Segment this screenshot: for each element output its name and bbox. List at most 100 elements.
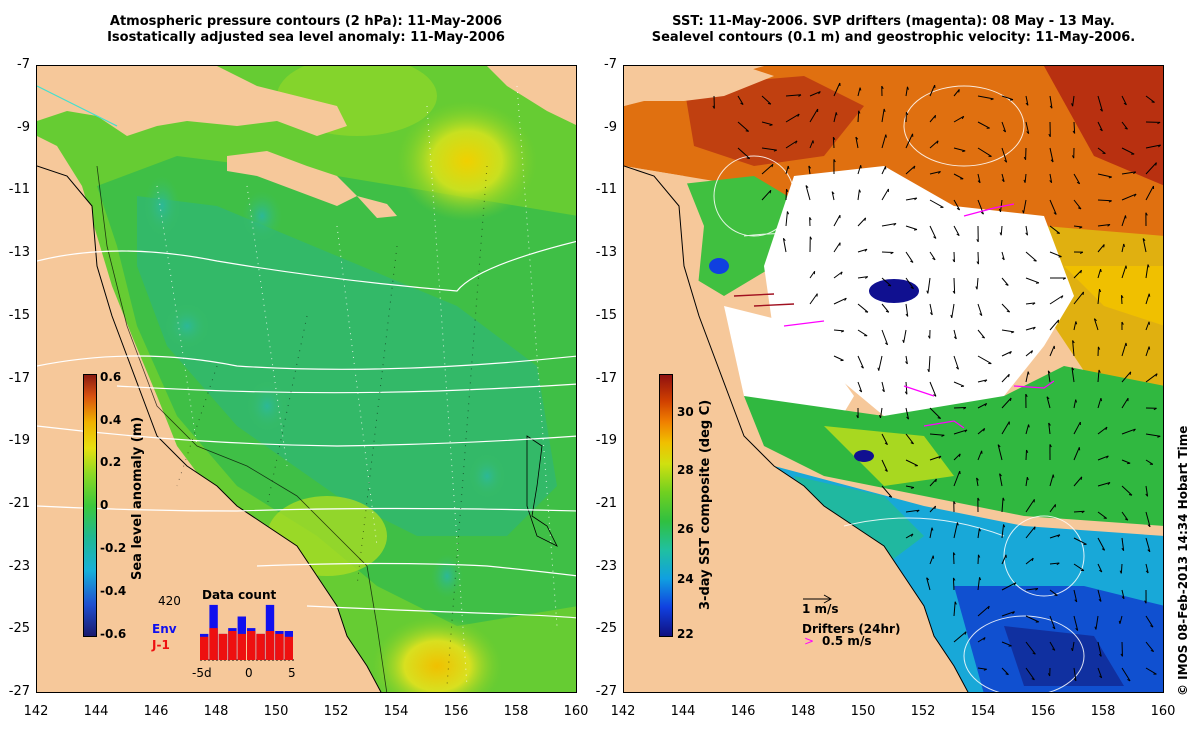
velocity-vector [1001, 421, 1010, 435]
velocity-vector [1046, 396, 1051, 409]
velocity-vector-head [905, 313, 909, 317]
right-ytick: -13 [595, 245, 617, 260]
velocity-vector [761, 121, 773, 126]
velocity-vector-head [881, 85, 884, 89]
velocity-vector-head [906, 416, 909, 420]
velocity-vector [857, 189, 860, 201]
velocity-vector [761, 147, 777, 151]
velocity-vector [878, 355, 883, 371]
left-ytick: -13 [8, 245, 30, 260]
velocity-vector-head [978, 528, 981, 532]
histogram-j1-bar [256, 633, 265, 660]
velocity-vector-head [910, 260, 914, 263]
velocity-vector-head [1008, 374, 1010, 378]
velocity-vector [1001, 329, 1015, 333]
velocity-vector [953, 355, 959, 370]
velocity-vector-head [904, 391, 908, 395]
velocity-vector [1001, 121, 1007, 133]
velocity-vector-head [1031, 557, 1034, 562]
left-ytick: -15 [8, 308, 30, 323]
velocity-vector-head [1157, 121, 1161, 125]
velocity-vector-head [1108, 176, 1112, 179]
velocity-vector-head [1002, 497, 1005, 501]
velocity-vector [785, 165, 789, 175]
right-title-line2: Sealevel contours (0.1 m) and geostrophi… [651, 30, 1136, 45]
velocity-vector [809, 91, 821, 97]
velocity-vector-head [879, 414, 881, 419]
data-count-env-label: Env [152, 622, 177, 636]
velocity-vector-head [956, 233, 960, 237]
velocity-vector-head [1074, 599, 1078, 603]
velocity-vector [1049, 251, 1062, 258]
velocity-vector [737, 121, 749, 132]
velocity-vector [977, 329, 986, 339]
right-ytick: -19 [595, 433, 617, 448]
velocity-vector [929, 455, 942, 461]
right-xtick: 150 [850, 704, 876, 719]
sst-colorbar-tick: 28 [677, 463, 694, 477]
velocity-vector-head [987, 606, 990, 610]
velocity-vector [977, 121, 990, 129]
velocity-vector-head [860, 365, 864, 369]
velocity-vector-head [1002, 129, 1006, 133]
velocity-vector [1145, 162, 1157, 175]
velocity-vector [881, 381, 885, 392]
velocity-vector [1145, 264, 1149, 279]
velocity-vector [1025, 526, 1036, 539]
velocity-vector-head [916, 509, 920, 513]
histogram-j1-bar [200, 636, 209, 660]
velocity-vector [857, 355, 864, 369]
velocity-vector-head [1025, 393, 1028, 398]
velocity-vector [1121, 243, 1125, 253]
velocity-vector-head [1001, 257, 1005, 261]
sst-colorbar-tick: 24 [677, 572, 694, 586]
velocity-vector-head [1049, 444, 1052, 448]
velocity-vector-head [964, 631, 967, 635]
velocity-vector-head [1025, 102, 1029, 106]
left-xtick: 152 [323, 704, 349, 719]
data-count-max: 420 [158, 594, 181, 608]
velocity-vector-head [1026, 449, 1029, 453]
velocity-vector [1025, 371, 1029, 383]
velocity-vector [833, 297, 847, 305]
velocity-vector-head [1005, 673, 1009, 676]
velocity-vector [1048, 422, 1051, 435]
velocity-vector-head [1094, 626, 1097, 630]
right-ytick: -21 [595, 496, 617, 511]
velocity-vector-head [913, 229, 918, 231]
velocity-vector-head [805, 185, 809, 189]
velocity-vector-head [983, 428, 986, 432]
velocity-vector-head [1100, 398, 1103, 402]
velocity-vector [1073, 173, 1081, 185]
velocity-vector [1121, 147, 1135, 155]
velocity-vector [1025, 277, 1040, 284]
right-xtick: 144 [670, 704, 696, 719]
velocity-vector-head [771, 164, 774, 168]
velocity-vector-head [1098, 369, 1101, 373]
velocity-vector-head [1123, 102, 1127, 106]
velocity-vector-head [1033, 260, 1037, 262]
velocity-vector [1145, 293, 1150, 305]
velocity-vector [1145, 346, 1150, 357]
velocity-vector-head [952, 290, 956, 294]
sla-colorbar-tick: 0 [100, 498, 109, 512]
velocity-vector [1049, 173, 1053, 183]
data-count-x-right: 5 [288, 666, 296, 680]
velocity-vector [1049, 615, 1056, 630]
velocity-vector [857, 87, 861, 97]
velocity-vector-head [1082, 291, 1085, 295]
velocity-vector [1049, 562, 1060, 565]
sst-colorbar-label: 3-day SST composite (deg C) [698, 399, 713, 610]
velocity-vector-head [1078, 207, 1082, 210]
velocity-vector [1001, 397, 1012, 409]
right-xtick: 148 [790, 704, 816, 719]
velocity-vector [1025, 424, 1030, 435]
velocity-vector-head [927, 368, 930, 373]
velocity-vector [1145, 511, 1151, 527]
velocity-vector-head [962, 150, 966, 153]
left-xtick: 148 [203, 704, 229, 719]
velocity-vector-head [1100, 268, 1102, 273]
data-count-j1-label: J-1 [152, 638, 170, 652]
velocity-vector-head [933, 394, 937, 397]
velocity-vector [903, 329, 907, 343]
